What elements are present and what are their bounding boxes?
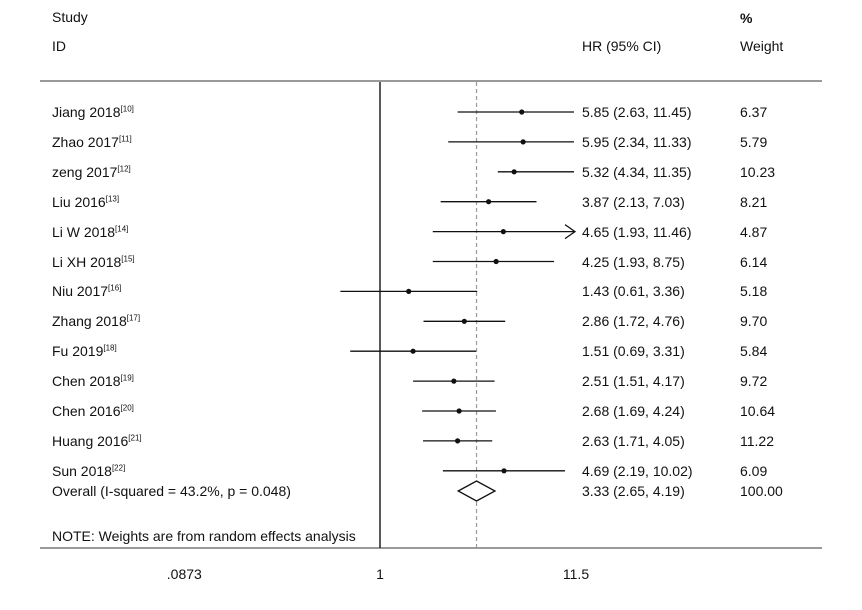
study-reference: [15] (121, 253, 135, 263)
study-reference: [10] (120, 104, 134, 114)
study-reference: [18] (103, 343, 117, 353)
study-ci-text: 4.65 (1.93, 11.46) (582, 223, 692, 240)
point-estimate (493, 258, 499, 265)
overall-weight: 100.00 (740, 483, 783, 499)
study-name: Sun 2018 (52, 462, 112, 479)
study-reference: [19] (120, 373, 134, 383)
study-weight: 5.18 (740, 283, 768, 300)
weights-note: NOTE: Weights are from random effects an… (52, 528, 356, 544)
study-reference: [21] (128, 433, 142, 443)
study-label: Li W 2018[14] (52, 224, 128, 240)
point-estimate (406, 288, 412, 294)
study-name: Niu 2017 (52, 283, 109, 300)
header-hr: HR (95% CI) (582, 38, 662, 54)
study-weight: 9.70 (740, 313, 768, 330)
point-estimate (501, 468, 507, 474)
study-name: Liu 2016 (52, 193, 106, 210)
overall-diamond (456, 480, 497, 502)
study-weight: 5.84 (740, 343, 768, 360)
x-tick-label: 11.5 (562, 566, 590, 582)
study-label: Zhang 2018[17] (52, 313, 140, 329)
study-ci-text: 5.95 (2.34, 11.33) (582, 133, 692, 150)
study-reference: [11] (118, 134, 132, 144)
x-tick-label: 1 (376, 566, 384, 582)
study-label: Zhao 2017[11] (52, 134, 132, 150)
study-name: Chen 2018 (52, 373, 121, 390)
study-label: zeng 2017[12] (52, 164, 131, 180)
study-name: Chen 2016 (52, 403, 121, 419)
study-ci-text: 4.25 (1.93, 8.75) (582, 253, 685, 270)
ci-arrow (564, 224, 577, 240)
point-estimate (410, 348, 416, 354)
header-weight: Weight (740, 38, 784, 54)
overall-label: Overall (I-squared = 43.2%, p = 0.048) (52, 483, 291, 499)
study-weight: 6.14 (740, 253, 768, 270)
study-label: Sun 2018[22] (52, 463, 125, 479)
study-weight: 6.09 (740, 462, 768, 479)
study-reference: [14] (115, 223, 129, 233)
study-reference: [13] (105, 194, 120, 204)
study-ci-text: 4.69 (2.19, 10.02) (582, 462, 693, 479)
header-id: ID (52, 38, 66, 54)
study-name: Li XH 2018 (52, 253, 122, 270)
study-label: Chen 2016[20] (52, 403, 134, 419)
study-ci-text: 5.85 (2.63, 11.45) (582, 104, 692, 120)
header-percent: % (740, 10, 753, 26)
overall-ci-text: 3.33 (2.65, 4.19) (582, 483, 685, 499)
study-ci-text: 1.51 (0.69, 3.31) (582, 343, 685, 360)
study-reference: [22] (111, 463, 126, 473)
study-ci-text: 1.43 (0.61, 3.36) (582, 283, 685, 300)
point-estimate (485, 199, 492, 205)
study-weight: 9.72 (740, 373, 768, 390)
study-label: Li XH 2018[15] (52, 254, 135, 270)
header-study: Study (52, 9, 88, 25)
point-estimate (455, 438, 461, 444)
study-reference: [16] (108, 283, 122, 293)
study-label: Chen 2018[19] (52, 373, 134, 389)
x-tick-label: .0873 (166, 566, 202, 582)
point-estimate (511, 169, 517, 175)
point-estimate (461, 318, 467, 324)
study-name: Zhang 2018 (52, 313, 127, 330)
study-reference: [17] (126, 313, 141, 323)
study-label: Jiang 2018[10] (52, 104, 134, 120)
study-name: Zhao 2017 (52, 133, 119, 150)
study-ci-text: 2.51 (1.51, 4.17) (582, 373, 685, 390)
study-ci-text: 3.87 (2.13, 7.03) (582, 193, 685, 210)
study-weight: 6.37 (740, 104, 768, 120)
study-name: Fu 2019 (52, 343, 104, 360)
point-estimate (519, 109, 525, 115)
study-label: Liu 2016[13] (52, 194, 119, 210)
study-weight: 8.21 (740, 193, 768, 210)
study-weight: 10.64 (740, 403, 776, 419)
study-ci-text: 2.68 (1.69, 4.24) (582, 403, 685, 419)
study-name: Huang 2016 (52, 432, 129, 449)
study-reference: [12] (117, 164, 131, 174)
study-weight: 11.22 (740, 432, 774, 449)
point-estimate (520, 139, 526, 145)
study-ci-text: 5.32 (4.34, 11.35) (582, 163, 692, 180)
study-weight: 10.23 (740, 163, 776, 180)
study-label: Niu 2017[16] (52, 283, 121, 299)
study-label: Huang 2016[21] (52, 433, 142, 449)
study-name: Jiang 2018 (52, 104, 121, 120)
study-label: Fu 2019[18] (52, 343, 117, 359)
point-estimate (456, 408, 462, 414)
study-ci-text: 2.86 (1.72, 4.76) (582, 313, 685, 330)
study-name: zeng 2017 (52, 163, 118, 180)
study-weight: 5.79 (740, 133, 768, 150)
study-reference: [20] (120, 403, 134, 413)
point-estimate (500, 229, 506, 235)
point-estimate (451, 378, 457, 384)
study-weight: 4.87 (740, 223, 768, 240)
study-ci-text: 2.63 (1.71, 4.05) (582, 432, 685, 449)
study-name: Li W 2018 (52, 223, 116, 240)
